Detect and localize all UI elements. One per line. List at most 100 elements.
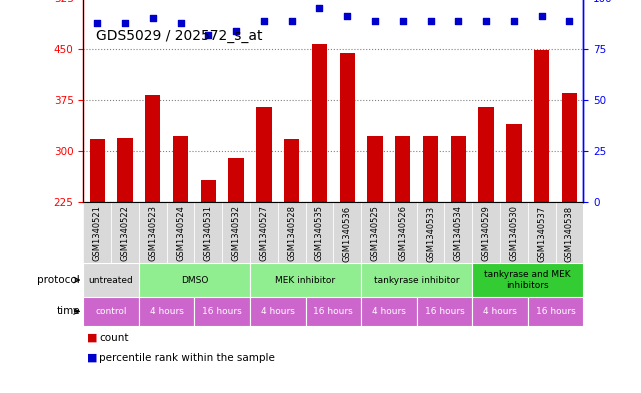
Bar xyxy=(278,202,306,263)
Text: GSM1340524: GSM1340524 xyxy=(176,206,185,261)
Bar xyxy=(167,202,194,263)
Bar xyxy=(506,124,522,202)
Text: GSM1340528: GSM1340528 xyxy=(287,206,296,261)
Bar xyxy=(472,297,528,326)
Point xyxy=(481,17,491,24)
Text: GSM1340535: GSM1340535 xyxy=(315,206,324,261)
Bar xyxy=(361,263,472,297)
Text: control: control xyxy=(96,307,127,316)
Bar xyxy=(312,44,327,202)
Text: 4 hours: 4 hours xyxy=(150,307,183,316)
Text: 16 hours: 16 hours xyxy=(536,307,576,316)
Bar xyxy=(528,297,583,326)
Point xyxy=(287,17,297,24)
Bar xyxy=(83,263,139,297)
Bar xyxy=(340,53,355,202)
Bar xyxy=(117,138,133,202)
Bar xyxy=(444,202,472,263)
Bar xyxy=(562,94,577,202)
Text: DMSO: DMSO xyxy=(181,275,208,285)
Bar xyxy=(395,136,410,202)
Bar xyxy=(417,297,472,326)
Bar xyxy=(145,95,160,202)
Text: GSM1340533: GSM1340533 xyxy=(426,206,435,262)
Point xyxy=(453,17,463,24)
Bar xyxy=(83,297,139,326)
Text: 4 hours: 4 hours xyxy=(261,307,295,316)
Text: GSM1340522: GSM1340522 xyxy=(121,206,129,261)
Bar xyxy=(250,202,278,263)
Bar xyxy=(201,180,216,202)
Bar xyxy=(83,202,111,263)
Text: tankyrase inhibitor: tankyrase inhibitor xyxy=(374,275,460,285)
Bar xyxy=(417,202,444,263)
Text: GSM1340523: GSM1340523 xyxy=(148,206,157,261)
Text: 4 hours: 4 hours xyxy=(372,307,406,316)
Bar xyxy=(194,297,250,326)
Bar xyxy=(306,202,333,263)
Text: GSM1340530: GSM1340530 xyxy=(510,206,519,261)
Point xyxy=(147,15,158,22)
Bar xyxy=(139,263,250,297)
Bar xyxy=(333,202,361,263)
Text: GSM1340521: GSM1340521 xyxy=(93,206,102,261)
Bar xyxy=(556,202,583,263)
Point xyxy=(231,28,241,34)
Text: MEK inhibitor: MEK inhibitor xyxy=(276,275,336,285)
Text: protocol: protocol xyxy=(37,275,80,285)
Text: GSM1340532: GSM1340532 xyxy=(231,206,240,261)
Bar xyxy=(472,263,583,297)
Bar xyxy=(228,158,244,202)
Text: ■: ■ xyxy=(87,353,97,363)
Bar xyxy=(472,202,500,263)
Text: untreated: untreated xyxy=(88,275,133,285)
Text: count: count xyxy=(99,333,129,343)
Point xyxy=(342,13,353,20)
Bar xyxy=(534,50,549,202)
Bar xyxy=(361,202,389,263)
Bar xyxy=(478,107,494,202)
Bar xyxy=(500,202,528,263)
Bar xyxy=(361,297,417,326)
Bar xyxy=(284,139,299,202)
Point xyxy=(397,17,408,24)
Text: GSM1340534: GSM1340534 xyxy=(454,206,463,261)
Text: GSM1340538: GSM1340538 xyxy=(565,206,574,262)
Bar xyxy=(389,202,417,263)
Text: 16 hours: 16 hours xyxy=(313,307,353,316)
Bar xyxy=(222,202,250,263)
Text: percentile rank within the sample: percentile rank within the sample xyxy=(99,353,275,363)
Bar xyxy=(250,263,361,297)
Bar xyxy=(194,202,222,263)
Text: GSM1340531: GSM1340531 xyxy=(204,206,213,261)
Point xyxy=(120,19,130,26)
Bar xyxy=(528,202,556,263)
Point xyxy=(564,17,574,24)
Bar xyxy=(367,136,383,202)
Text: 16 hours: 16 hours xyxy=(203,307,242,316)
Point xyxy=(203,32,213,38)
Bar xyxy=(451,136,466,202)
Point xyxy=(314,5,324,11)
Bar xyxy=(139,297,194,326)
Text: GSM1340529: GSM1340529 xyxy=(481,206,490,261)
Text: GSM1340525: GSM1340525 xyxy=(370,206,379,261)
Text: 4 hours: 4 hours xyxy=(483,307,517,316)
Bar xyxy=(90,139,105,202)
Bar xyxy=(250,297,306,326)
Point xyxy=(259,17,269,24)
Text: GSM1340537: GSM1340537 xyxy=(537,206,546,262)
Text: GSM1340527: GSM1340527 xyxy=(260,206,269,261)
Text: time: time xyxy=(56,307,80,316)
Text: ■: ■ xyxy=(87,333,97,343)
Text: GSM1340526: GSM1340526 xyxy=(398,206,407,261)
Text: tankyrase and MEK
inhibitors: tankyrase and MEK inhibitors xyxy=(485,270,571,290)
Bar xyxy=(256,107,272,202)
Point xyxy=(537,13,547,20)
Point xyxy=(509,17,519,24)
Bar xyxy=(423,136,438,202)
Bar xyxy=(173,136,188,202)
Point xyxy=(176,19,186,26)
Bar xyxy=(306,297,361,326)
Text: GDS5029 / 202572_s_at: GDS5029 / 202572_s_at xyxy=(96,29,263,43)
